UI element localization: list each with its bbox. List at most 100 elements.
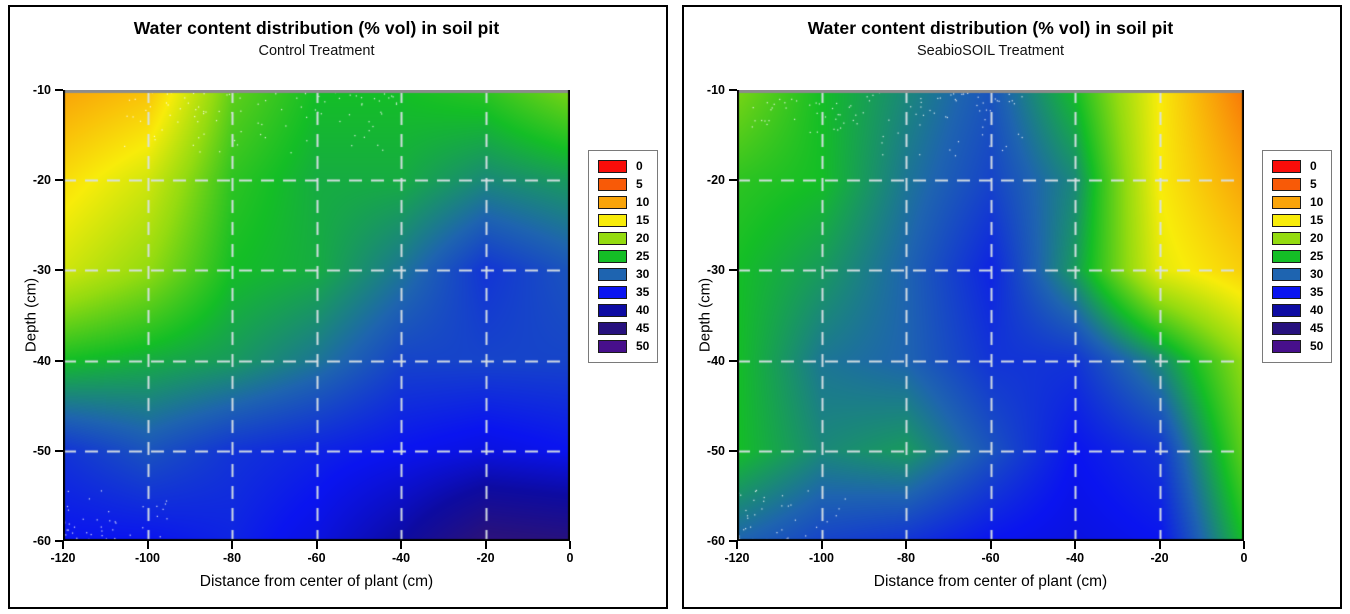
heatmap-canvas: [737, 90, 1244, 541]
legend-item: 40: [1272, 304, 1323, 317]
legend-item: 30: [1272, 268, 1323, 281]
y-axis-tick-label: -30: [706, 263, 725, 278]
color-scale-legend: 0 5 10 15 20 25 30 35 40 45 50: [588, 150, 659, 363]
x-axis-tick-label: -80: [896, 551, 916, 565]
legend-value-label: 25: [636, 249, 650, 263]
legend-item: 0: [1272, 160, 1323, 173]
legend-color-swatch: [1272, 196, 1301, 209]
x-axis-tick: [820, 541, 823, 549]
legend-color-swatch: [598, 250, 627, 263]
legend-item: 5: [1272, 178, 1323, 191]
legend-item: 0: [598, 160, 649, 173]
legend-item: 15: [1272, 214, 1323, 227]
legend-item: 25: [1272, 250, 1323, 263]
legend-value-label: 25: [1310, 249, 1324, 263]
x-axis-title: Distance from center of plant (cm): [873, 573, 1108, 590]
y-axis-tick: [55, 269, 63, 272]
legend-value-label: 40: [636, 303, 650, 317]
legend-item: 25: [598, 250, 649, 263]
legend-color-swatch: [1272, 250, 1301, 263]
chart-title: Water content distribution (% vol) in so…: [133, 18, 500, 38]
chart-subtitle: Control Treatment: [258, 43, 375, 59]
y-axis-tick: [729, 540, 737, 542]
legend-color-swatch: [598, 286, 627, 299]
x-axis-tick: [484, 541, 487, 549]
y-axis-tick-label: -60: [706, 534, 725, 548]
x-axis-tick-label: -80: [222, 551, 242, 565]
x-axis-tick-label: -60: [981, 551, 1000, 565]
legend-value-label: 5: [1310, 177, 1317, 191]
x-axis-tick-label: -120: [50, 551, 76, 565]
legend-item: 30: [598, 268, 649, 281]
legend-item: 20: [598, 232, 649, 245]
y-axis-tick-label: -40: [32, 353, 51, 368]
heatmap-plot: [737, 90, 1244, 541]
legend-item: 45: [598, 322, 649, 335]
legend-value-label: 30: [636, 267, 650, 281]
y-axis-tick: [55, 449, 63, 452]
chart-subtitle: SeabioSOIL Treatment: [917, 43, 1064, 59]
y-axis-tick-label: -10: [706, 83, 725, 97]
legend-color-swatch: [1272, 268, 1301, 281]
x-axis-tick-label: -100: [808, 551, 835, 565]
y-axis-tick-label: -10: [32, 83, 51, 97]
x-axis-tick: [1074, 541, 1076, 549]
legend-value-label: 40: [1310, 303, 1324, 317]
heatmap-plot: [63, 90, 570, 541]
legend-value-label: 15: [1310, 213, 1324, 227]
legend-color-swatch: [1272, 178, 1301, 191]
legend-color-swatch: [598, 304, 627, 317]
legend-value-label: 45: [1310, 321, 1324, 335]
y-axis-tick: [55, 89, 63, 91]
legend-color-swatch: [598, 322, 627, 335]
legend-color-swatch: [1272, 160, 1301, 173]
legend-color-swatch: [598, 340, 627, 353]
legend-item: 50: [598, 340, 649, 353]
x-axis-tick-label: 0: [566, 551, 574, 565]
legend-color-swatch: [1272, 214, 1301, 227]
legend-value-label: 5: [636, 177, 643, 191]
legend-color-swatch: [598, 214, 627, 227]
x-axis-tick-label: 0: [1240, 551, 1248, 565]
legend-color-swatch: [1272, 286, 1301, 299]
x-axis-tick-label: -40: [1065, 551, 1085, 565]
legend-color-swatch: [598, 232, 627, 245]
legend-color-swatch: [1272, 304, 1301, 317]
legend-value-label: 20: [1310, 231, 1324, 245]
legend-item: 35: [598, 286, 649, 299]
legend-color-swatch: [598, 268, 627, 281]
x-axis-tick: [146, 541, 149, 549]
legend-value-label: 15: [636, 213, 650, 227]
y-axis-tick-label: -50: [32, 443, 51, 458]
x-axis-tick: [62, 541, 64, 549]
panel-seabiosoil-treatment: Water content distribution (% vol) in so…: [682, 5, 1342, 609]
legend-value-label: 35: [1310, 285, 1324, 299]
x-axis-tick-label: -120: [724, 551, 750, 565]
color-scale-legend: 0 5 10 15 20 25 30 35 40 45 50: [1262, 150, 1333, 363]
y-axis-tick: [729, 449, 737, 452]
legend-item: 20: [1272, 232, 1323, 245]
x-axis-tick: [736, 541, 738, 549]
y-axis-tick-label: -60: [32, 534, 51, 548]
legend-value-label: 10: [1310, 195, 1324, 209]
y-axis-title: Depth (cm): [696, 277, 714, 353]
x-axis-tick: [905, 541, 907, 549]
legend-value-label: 20: [636, 231, 650, 245]
legend-value-label: 0: [636, 159, 643, 173]
y-axis-tick: [729, 359, 737, 362]
legend-item: 50: [1272, 340, 1323, 353]
legend-color-swatch: [598, 196, 627, 209]
x-axis-tick-label: -40: [391, 551, 411, 565]
y-axis-tick-label: -20: [32, 173, 51, 188]
legend-value-label: 0: [1310, 159, 1317, 173]
x-axis-tick: [1243, 541, 1245, 549]
x-axis-tick: [569, 541, 571, 549]
legend-item: 5: [598, 178, 649, 191]
legend-item: 45: [1272, 322, 1323, 335]
y-axis-tick: [729, 89, 737, 91]
x-axis-tick-label: -20: [476, 551, 495, 565]
y-axis-title: Depth (cm): [22, 277, 40, 353]
x-axis-tick: [989, 541, 992, 549]
y-axis-tick: [729, 179, 737, 182]
legend-value-label: 45: [636, 321, 650, 335]
